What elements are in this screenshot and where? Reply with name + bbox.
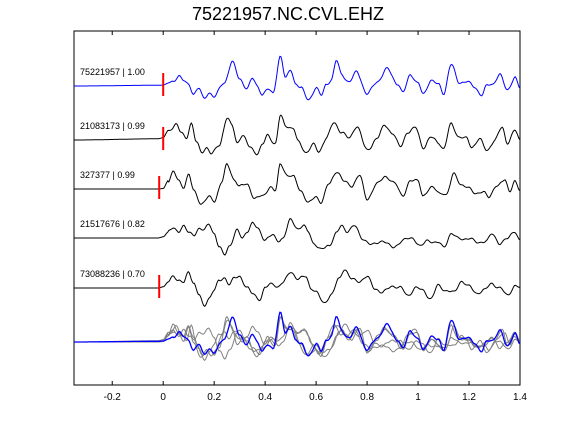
trace-label-5: 73088236 | 0.70: [80, 269, 145, 279]
overlay-stack: [74, 311, 521, 361]
overlay-trace-3: [74, 315, 520, 358]
x-tick-label: 0.8: [360, 392, 374, 403]
waveform-trace-3: [74, 162, 520, 205]
waveform-trace-5: [74, 269, 520, 307]
x-tick-label: 1: [415, 392, 421, 403]
waveform-trace-2: [74, 114, 520, 156]
trace-label-1: 75221957 | 1.00: [80, 67, 145, 77]
trace-label-4: 21517676 | 0.82: [80, 219, 145, 229]
trace-labels: 75221957 | 1.00 21083173 | 0.99 327377 | 0…: [80, 67, 145, 279]
trace-label-3: 327377 | 0.99: [80, 170, 135, 180]
chart-title: 75221957.NC.CVL.EHZ: [191, 4, 385, 24]
waveform-trace-4: [74, 217, 520, 256]
overlay-reference-trace: [74, 311, 521, 357]
x-tick-label: 1.4: [513, 392, 527, 403]
x-tick-label: 0.6: [309, 392, 323, 403]
x-tick-label: 0: [160, 392, 166, 403]
axes-box: [73, 30, 521, 386]
trace-layer: [74, 55, 520, 307]
x-axis-ticks: -0.2 0 0.2 0.4 0.6 0.8 1 1.2 1.4: [104, 31, 527, 403]
x-tick-label: 0.4: [258, 392, 272, 403]
trace-label-2: 21083173 | 0.99: [80, 121, 145, 131]
x-tick-label: 0.2: [207, 392, 221, 403]
x-tick-label: -0.2: [104, 392, 122, 403]
axes-frame: [73, 30, 521, 386]
waveform-trace-1: [74, 55, 520, 101]
pick-markers: [158, 73, 165, 298]
x-tick-label: 1.2: [462, 392, 476, 403]
